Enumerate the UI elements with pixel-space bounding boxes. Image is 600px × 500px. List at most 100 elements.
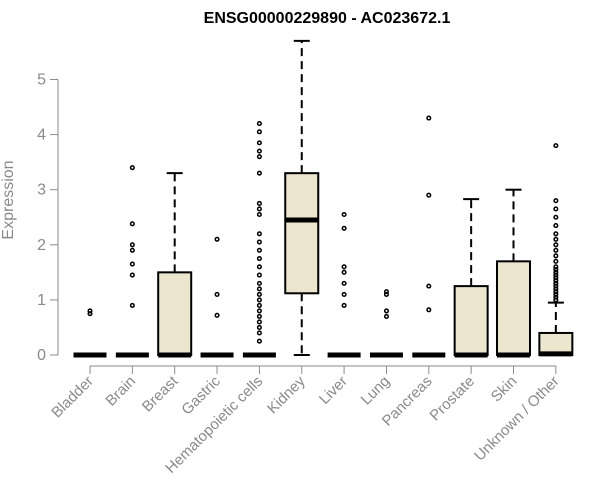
box-bladder bbox=[73, 308, 107, 358]
outlier-point bbox=[256, 330, 262, 336]
box-iqr bbox=[157, 271, 193, 357]
outlier-point bbox=[553, 253, 559, 259]
outlier-point bbox=[553, 143, 559, 149]
chart-title: ENSG00000229890 - AC023672.1 bbox=[204, 10, 451, 27]
x-tick-label: Liver bbox=[316, 373, 351, 408]
outlier-point bbox=[256, 129, 262, 135]
outlier-point bbox=[426, 307, 432, 313]
box-liver bbox=[327, 211, 361, 358]
outlier-point bbox=[214, 312, 220, 318]
outlier-point bbox=[341, 291, 347, 297]
outlier-point bbox=[256, 247, 262, 253]
outlier-point bbox=[129, 221, 135, 227]
outlier-point bbox=[129, 247, 135, 253]
outlier-point bbox=[553, 291, 559, 297]
outlier-point bbox=[553, 247, 559, 253]
outlier-point bbox=[383, 289, 390, 295]
box-gastric bbox=[200, 236, 234, 358]
y-tick-label: 5 bbox=[37, 72, 46, 89]
outlier-point bbox=[553, 272, 559, 278]
outlier-point bbox=[256, 154, 262, 160]
outlier-point bbox=[426, 283, 432, 289]
x-tick-label: Bladder bbox=[48, 373, 97, 422]
box-lung bbox=[369, 289, 403, 358]
x-tick-label: Skin bbox=[488, 373, 521, 406]
outlier-point bbox=[553, 206, 559, 212]
box-unknown-other bbox=[538, 143, 574, 357]
y-axis: 0 1 2 3 4 5 bbox=[37, 72, 59, 364]
x-tick-label: Kidney bbox=[264, 372, 309, 417]
outlier-point bbox=[256, 200, 262, 207]
outlier-point bbox=[553, 297, 559, 303]
outlier-point bbox=[553, 258, 559, 264]
y-axis-label: Expression bbox=[0, 160, 17, 239]
outlier-point bbox=[553, 222, 559, 229]
box-breast bbox=[157, 172, 193, 358]
outlier-point bbox=[129, 261, 135, 267]
outlier-point bbox=[256, 206, 262, 212]
outlier-point bbox=[256, 280, 262, 286]
outlier-point bbox=[553, 280, 559, 286]
outlier-point bbox=[553, 198, 559, 204]
outlier-point bbox=[341, 264, 347, 270]
outlier-point bbox=[256, 121, 262, 127]
outlier-point bbox=[214, 236, 220, 242]
x-tick-label: Breast bbox=[139, 372, 182, 415]
box-group bbox=[73, 39, 574, 358]
box-skin bbox=[496, 188, 531, 358]
outlier-point bbox=[256, 140, 262, 146]
outlier-point bbox=[553, 294, 559, 300]
outlier-point bbox=[341, 302, 347, 308]
outlier-point bbox=[256, 302, 262, 308]
outlier-point bbox=[341, 269, 347, 275]
outlier-point bbox=[129, 272, 135, 278]
x-tick-label: Lung bbox=[358, 373, 394, 409]
outlier-point bbox=[256, 264, 262, 270]
outlier-point bbox=[426, 115, 432, 121]
outlier-point bbox=[553, 289, 559, 295]
outlier-point bbox=[341, 280, 347, 286]
box-iqr bbox=[453, 285, 489, 356]
outlier-point bbox=[256, 308, 262, 314]
outlier-point bbox=[256, 239, 262, 245]
y-tick-label: 4 bbox=[37, 127, 46, 144]
outlier-point bbox=[553, 286, 559, 292]
outlier-point bbox=[256, 297, 262, 303]
box-hematopoietic-cells bbox=[242, 121, 276, 358]
box-kidney bbox=[284, 39, 320, 356]
outlier-point bbox=[214, 291, 220, 297]
x-tick-label: Brain bbox=[102, 373, 139, 410]
outlier-point bbox=[426, 192, 432, 198]
outlier-point bbox=[256, 148, 262, 154]
outlier-point bbox=[553, 236, 559, 242]
outlier-point bbox=[553, 264, 559, 270]
outlier-point bbox=[553, 278, 559, 284]
y-tick-label: 3 bbox=[37, 182, 46, 199]
outlier-point bbox=[129, 242, 135, 248]
outlier-point bbox=[383, 308, 390, 314]
outlier-point bbox=[256, 231, 262, 237]
y-tick-label: 2 bbox=[37, 237, 46, 254]
outlier-point bbox=[341, 211, 347, 218]
outlier-point bbox=[341, 225, 347, 231]
outlier-point bbox=[256, 256, 262, 262]
outlier-point bbox=[256, 338, 262, 344]
box-pancreas bbox=[412, 115, 446, 358]
outlier-point bbox=[553, 267, 559, 273]
outlier-point bbox=[553, 283, 559, 289]
outlier-point bbox=[553, 269, 559, 275]
box-iqr bbox=[496, 260, 531, 356]
y-tick-label: 1 bbox=[37, 292, 46, 309]
outlier-point bbox=[553, 231, 559, 237]
outlier-point bbox=[87, 308, 93, 314]
outlier-point bbox=[553, 214, 559, 220]
outlier-point bbox=[553, 275, 559, 281]
outlier-point bbox=[129, 165, 135, 171]
outlier-point bbox=[129, 302, 135, 308]
outlier-point bbox=[553, 242, 559, 248]
outlier-point bbox=[256, 170, 262, 176]
outlier-point bbox=[383, 313, 390, 319]
outlier-point bbox=[87, 311, 93, 317]
